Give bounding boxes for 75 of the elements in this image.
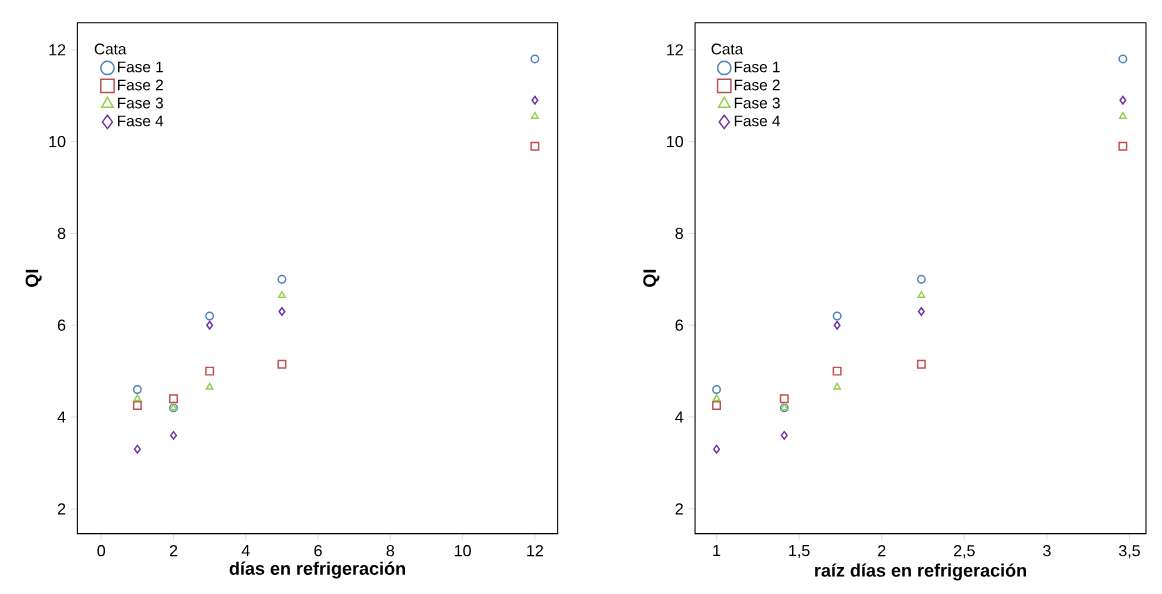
y-tick-label: 12 xyxy=(49,44,66,56)
x-tick-label: 2,5 xyxy=(953,545,975,559)
point xyxy=(169,394,178,404)
point xyxy=(132,385,142,395)
x-tick-label: 6 xyxy=(314,545,322,557)
point xyxy=(1118,112,1127,120)
point xyxy=(916,274,926,284)
point xyxy=(133,394,142,402)
point xyxy=(1119,95,1127,105)
point xyxy=(205,366,215,376)
y-tick-label: 6 xyxy=(675,319,683,332)
x-axis-title: días en refrigeración xyxy=(229,561,405,579)
point xyxy=(779,394,789,404)
point xyxy=(278,307,286,317)
y-tick-label: 10 xyxy=(49,136,66,148)
point xyxy=(712,401,722,411)
x-tick-label: 0 xyxy=(97,545,106,557)
point xyxy=(1118,141,1128,151)
point xyxy=(531,95,539,105)
legend-label: Fase 4 xyxy=(734,115,781,127)
point xyxy=(206,320,214,330)
point xyxy=(205,311,215,321)
x-tick-label: 3 xyxy=(1043,545,1051,557)
y-axis-title: QI xyxy=(643,270,660,288)
point xyxy=(917,307,925,317)
y-tick-label: 4 xyxy=(57,411,66,423)
legend-title: Cata xyxy=(94,43,127,55)
legend-label: Fase 4 xyxy=(118,115,164,127)
point xyxy=(530,141,540,151)
legend-label: Fase 1 xyxy=(734,61,780,73)
legend-label: Fase 3 xyxy=(118,97,163,109)
y-tick-label: 8 xyxy=(675,227,683,240)
legend-label: Fase 2 xyxy=(734,79,780,91)
point xyxy=(833,320,841,330)
point xyxy=(530,54,540,64)
point xyxy=(530,112,539,120)
point xyxy=(780,431,788,441)
point xyxy=(205,382,214,390)
point xyxy=(712,394,721,402)
x-tick-label: 10 xyxy=(454,545,471,557)
legend-title: Cata xyxy=(711,43,744,55)
point xyxy=(833,382,842,390)
x-axis-title: raíz días en refrigeración xyxy=(815,563,1027,581)
point xyxy=(1118,54,1128,64)
legend-label: Fase 1 xyxy=(118,61,163,73)
y-tick-label: 8 xyxy=(57,227,66,240)
y-tick-label: 4 xyxy=(675,411,684,423)
point xyxy=(832,311,842,321)
point xyxy=(277,359,287,369)
y-tick-label: 12 xyxy=(667,44,683,56)
point xyxy=(916,359,926,369)
point xyxy=(277,291,286,299)
x-tick-label: 4 xyxy=(241,545,250,557)
legend-label: Fase 2 xyxy=(118,79,163,91)
y-tick-label: 2 xyxy=(57,503,66,515)
x-tick-label: 1,5 xyxy=(789,545,810,559)
point xyxy=(832,366,842,376)
point xyxy=(917,291,926,299)
y-tick-label: 10 xyxy=(667,136,684,148)
point xyxy=(132,401,142,411)
x-tick-label: 3,5 xyxy=(1118,545,1140,559)
y-tick-label: 6 xyxy=(57,319,66,332)
point xyxy=(133,444,141,454)
point xyxy=(169,431,178,441)
point xyxy=(277,274,287,284)
x-tick-label: 12 xyxy=(527,545,543,557)
point xyxy=(712,385,722,395)
x-tick-label: 1 xyxy=(713,545,721,557)
x-tick-label: 8 xyxy=(386,545,395,557)
point xyxy=(713,444,721,454)
x-tick-label: 2 xyxy=(878,545,886,557)
y-axis-title: QI xyxy=(25,270,42,288)
y-tick-label: 2 xyxy=(675,503,683,515)
x-tick-label: 2 xyxy=(169,545,178,557)
legend-label: Fase 3 xyxy=(734,97,780,109)
